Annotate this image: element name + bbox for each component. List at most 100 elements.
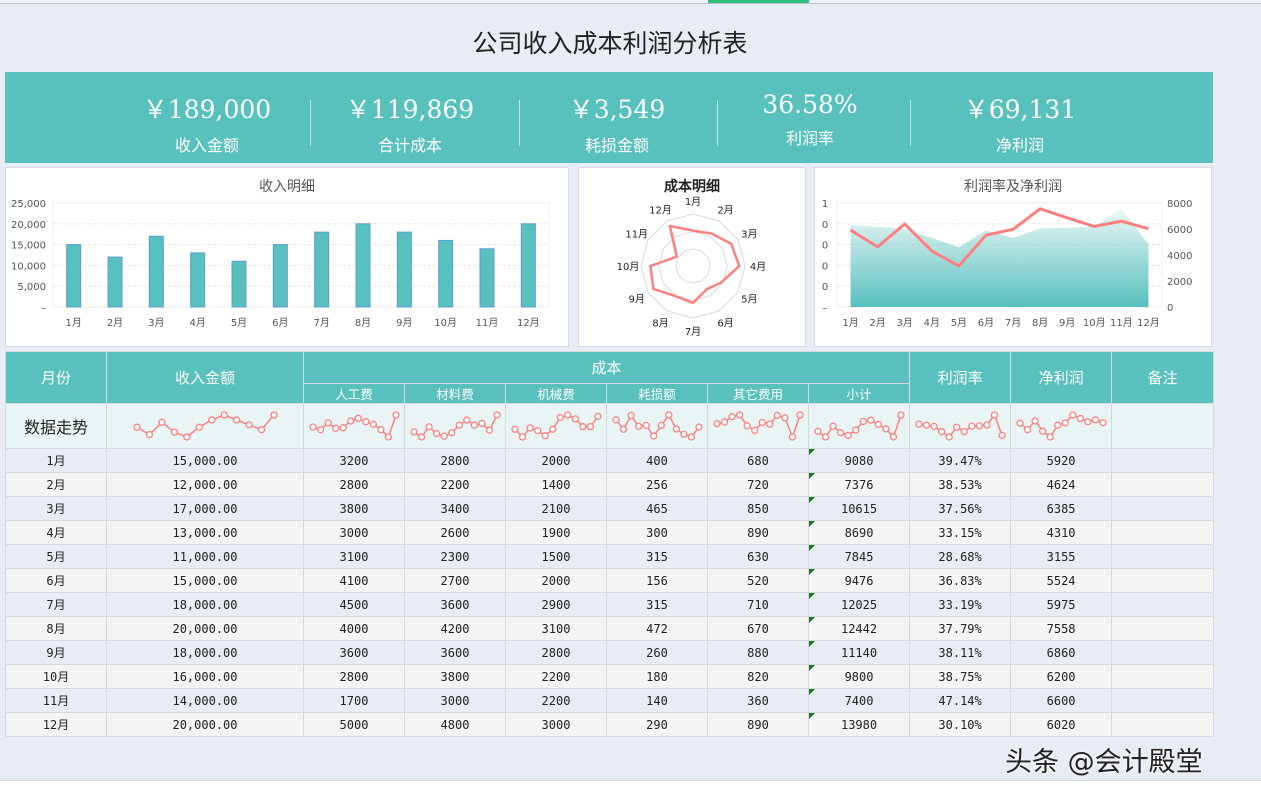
cell[interactable]: 2800 bbox=[404, 448, 506, 473]
cell[interactable]: 33.19% bbox=[909, 592, 1012, 617]
cell[interactable]: 12,000.00 bbox=[106, 472, 304, 497]
cell[interactable]: 7400 bbox=[807, 688, 911, 713]
cell[interactable]: 39.47% bbox=[909, 448, 1012, 473]
cell[interactable]: 6860 bbox=[1010, 640, 1113, 665]
cell[interactable]: 6月 bbox=[5, 568, 107, 593]
cell[interactable]: 15,000.00 bbox=[106, 568, 304, 593]
cell[interactable]: 10615 bbox=[807, 496, 911, 521]
cell[interactable]: 4100 bbox=[303, 568, 405, 593]
cell[interactable]: 10月 bbox=[5, 664, 107, 689]
cell[interactable] bbox=[1111, 616, 1215, 641]
cell[interactable]: 4500 bbox=[303, 592, 405, 617]
cell[interactable]: 12025 bbox=[807, 592, 911, 617]
cell[interactable]: 13980 bbox=[807, 712, 911, 737]
cell[interactable]: 1900 bbox=[505, 520, 607, 545]
cell[interactable]: 670 bbox=[707, 616, 809, 641]
cell[interactable]: 2800 bbox=[303, 472, 405, 497]
cell[interactable]: 315 bbox=[606, 544, 708, 569]
cell[interactable]: 1700 bbox=[303, 688, 405, 713]
cell[interactable]: 3600 bbox=[404, 640, 506, 665]
cell[interactable]: 9800 bbox=[807, 664, 911, 689]
cell[interactable]: 4310 bbox=[1010, 520, 1113, 545]
cell[interactable]: 260 bbox=[606, 640, 708, 665]
cell[interactable] bbox=[1111, 664, 1215, 689]
cell[interactable]: 2100 bbox=[505, 496, 607, 521]
cell[interactable]: 2000 bbox=[505, 448, 607, 473]
cell[interactable]: 180 bbox=[606, 664, 708, 689]
cell[interactable]: 630 bbox=[707, 544, 809, 569]
cell[interactable]: 2800 bbox=[303, 664, 405, 689]
cell[interactable] bbox=[1111, 640, 1215, 665]
cell[interactable]: 38.11% bbox=[909, 640, 1012, 665]
cell[interactable]: 18,000.00 bbox=[106, 592, 304, 617]
cell[interactable]: 15,000.00 bbox=[106, 448, 304, 473]
cell[interactable] bbox=[1111, 496, 1215, 521]
cell[interactable]: 4200 bbox=[404, 616, 506, 641]
cell[interactable]: 850 bbox=[707, 496, 809, 521]
cell[interactable]: 11,000.00 bbox=[106, 544, 304, 569]
cell[interactable]: 11月 bbox=[5, 688, 107, 713]
cell[interactable]: 8690 bbox=[807, 520, 911, 545]
cell[interactable]: 14,000.00 bbox=[106, 688, 304, 713]
cell[interactable]: 3000 bbox=[303, 520, 405, 545]
cell[interactable]: 1500 bbox=[505, 544, 607, 569]
cell[interactable]: 300 bbox=[606, 520, 708, 545]
cell[interactable] bbox=[1111, 448, 1215, 473]
cell[interactable]: 290 bbox=[606, 712, 708, 737]
cell[interactable]: 33.15% bbox=[909, 520, 1012, 545]
cell[interactable]: 30.10% bbox=[909, 712, 1012, 737]
cell[interactable] bbox=[1111, 592, 1215, 617]
cell[interactable] bbox=[1111, 544, 1215, 569]
cell[interactable]: 6385 bbox=[1010, 496, 1113, 521]
cell[interactable]: 472 bbox=[606, 616, 708, 641]
cell[interactable]: 16,000.00 bbox=[106, 664, 304, 689]
cell[interactable]: 20,000.00 bbox=[106, 616, 304, 641]
cell[interactable]: 3000 bbox=[505, 712, 607, 737]
cell[interactable]: 2200 bbox=[505, 664, 607, 689]
cell[interactable]: 2800 bbox=[505, 640, 607, 665]
cell[interactable]: 256 bbox=[606, 472, 708, 497]
cell[interactable]: 315 bbox=[606, 592, 708, 617]
cell[interactable]: 38.53% bbox=[909, 472, 1012, 497]
cell[interactable]: 720 bbox=[707, 472, 809, 497]
cell[interactable]: 6600 bbox=[1010, 688, 1113, 713]
cell[interactable]: 3400 bbox=[404, 496, 506, 521]
cell[interactable]: 5000 bbox=[303, 712, 405, 737]
cell[interactable]: 7376 bbox=[807, 472, 911, 497]
cell[interactable]: 8月 bbox=[5, 616, 107, 641]
cell[interactable]: 2200 bbox=[404, 472, 506, 497]
cell[interactable]: 680 bbox=[707, 448, 809, 473]
cell[interactable]: 3100 bbox=[303, 544, 405, 569]
cell[interactable]: 38.75% bbox=[909, 664, 1012, 689]
cell[interactable]: 360 bbox=[707, 688, 809, 713]
cell[interactable]: 2000 bbox=[505, 568, 607, 593]
cell[interactable]: 140 bbox=[606, 688, 708, 713]
cell[interactable]: 1400 bbox=[505, 472, 607, 497]
cell[interactable] bbox=[1111, 712, 1215, 737]
cell[interactable]: 3155 bbox=[1010, 544, 1113, 569]
cell[interactable]: 710 bbox=[707, 592, 809, 617]
cell[interactable]: 465 bbox=[606, 496, 708, 521]
cell[interactable]: 37.56% bbox=[909, 496, 1012, 521]
cell[interactable]: 520 bbox=[707, 568, 809, 593]
cell[interactable]: 9080 bbox=[807, 448, 911, 473]
cell[interactable]: 4800 bbox=[404, 712, 506, 737]
cell[interactable]: 4月 bbox=[5, 520, 107, 545]
cell[interactable]: 890 bbox=[707, 712, 809, 737]
cell[interactable]: 880 bbox=[707, 640, 809, 665]
cell[interactable]: 11140 bbox=[807, 640, 911, 665]
cell[interactable]: 5920 bbox=[1010, 448, 1113, 473]
cell[interactable]: 3000 bbox=[404, 688, 506, 713]
cell[interactable]: 9月 bbox=[5, 640, 107, 665]
cell[interactable] bbox=[1111, 688, 1215, 713]
cell[interactable]: 28.68% bbox=[909, 544, 1012, 569]
cell[interactable]: 3800 bbox=[303, 496, 405, 521]
cell[interactable]: 47.14% bbox=[909, 688, 1012, 713]
cell[interactable]: 3800 bbox=[404, 664, 506, 689]
cell[interactable]: 2月 bbox=[5, 472, 107, 497]
cell[interactable]: 37.79% bbox=[909, 616, 1012, 641]
cell[interactable]: 4624 bbox=[1010, 472, 1113, 497]
cell[interactable]: 6020 bbox=[1010, 712, 1113, 737]
cell[interactable]: 2200 bbox=[505, 688, 607, 713]
cell[interactable] bbox=[1111, 568, 1215, 593]
